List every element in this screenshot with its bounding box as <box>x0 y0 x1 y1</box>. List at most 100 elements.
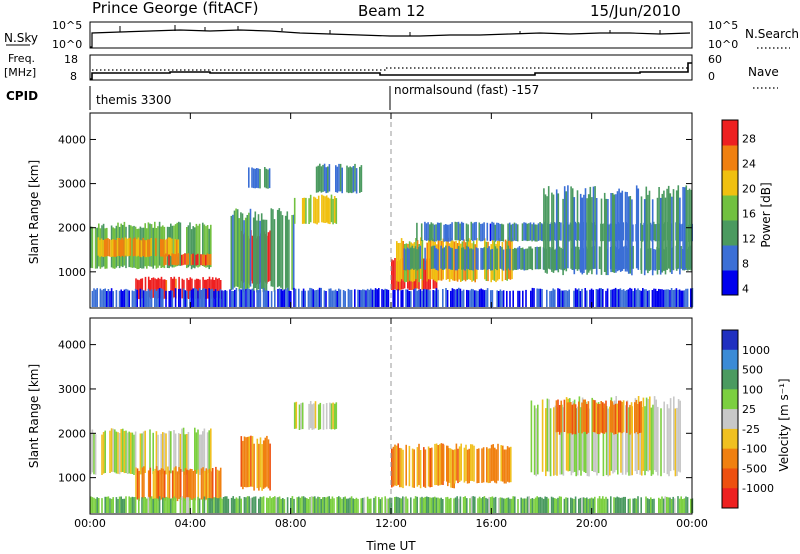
power-region <box>293 194 338 225</box>
velocity-cell <box>208 430 210 473</box>
velocity-cell <box>141 497 143 513</box>
velocity-cell <box>578 498 580 513</box>
power-cell <box>319 163 321 192</box>
velocity-region <box>293 401 338 430</box>
power-cell <box>111 239 114 257</box>
power-cell <box>616 191 619 272</box>
power-cell <box>110 240 112 257</box>
velocity-cell <box>447 448 450 483</box>
velocity-cell <box>93 497 95 513</box>
power-cell <box>397 289 399 307</box>
power-cell <box>616 289 618 307</box>
power-cell <box>349 166 351 193</box>
power-cell <box>230 290 233 307</box>
power-cell <box>400 290 402 307</box>
velocity-cell <box>302 496 305 513</box>
velocity-cell <box>520 497 522 513</box>
velocity-cell <box>445 497 447 513</box>
velocity-region <box>135 466 222 502</box>
velocity-cell <box>338 496 340 513</box>
power-cell <box>611 193 614 273</box>
power-cell <box>184 253 186 265</box>
power-y-tick-label: 3000 <box>58 178 86 191</box>
power-cell <box>154 289 156 307</box>
power-cell <box>489 223 492 242</box>
velocity-cell <box>339 497 342 513</box>
power-cell <box>448 246 450 269</box>
velocity-cell <box>136 468 139 500</box>
power-cell <box>550 290 553 307</box>
power-cell <box>485 289 487 307</box>
power-cell <box>509 248 511 271</box>
power-region <box>543 185 692 276</box>
velocity-cell <box>638 401 641 433</box>
power-cell <box>435 224 437 242</box>
power-cell <box>253 290 255 307</box>
power-cell <box>648 190 651 271</box>
velocity-cell <box>186 469 188 501</box>
power-cell <box>592 186 595 269</box>
velocity-cell <box>500 445 502 482</box>
velocity-cell <box>165 433 167 475</box>
power-cell <box>507 223 509 241</box>
power-cell <box>280 211 282 288</box>
power-cell <box>502 224 505 242</box>
power-cell <box>641 224 644 242</box>
velocity-cell <box>462 497 465 513</box>
power-cell <box>160 288 162 307</box>
velocity-cell <box>504 498 506 513</box>
velocity-y-tick-label: 3000 <box>58 383 86 396</box>
power-cell <box>358 289 361 307</box>
power-cell <box>579 193 582 273</box>
freq-label: Freq. <box>8 52 35 65</box>
velocity-cell <box>227 498 230 513</box>
velocity-cell <box>594 496 596 513</box>
power-cell <box>568 289 570 307</box>
power-cell <box>264 290 266 307</box>
velocity-cell <box>573 403 575 434</box>
velocity-cell <box>344 496 346 513</box>
power-cell <box>441 248 444 270</box>
velocity-cell <box>431 447 433 487</box>
velocity-cell <box>197 469 200 501</box>
power-cell <box>610 193 612 273</box>
velocity-cell <box>597 498 599 513</box>
velocity-cell <box>510 498 513 513</box>
power-region <box>163 253 212 266</box>
power-cell <box>102 289 105 307</box>
velocity-cell <box>613 404 615 435</box>
velocity-cell <box>91 497 94 513</box>
velocity-cell <box>94 498 97 513</box>
velocity-cell <box>200 468 203 500</box>
velocity-cell <box>392 446 395 487</box>
velocity-cell <box>400 448 403 488</box>
velocity-cell <box>683 498 686 513</box>
velocity-cell <box>605 400 607 433</box>
velocity-cell <box>478 496 481 513</box>
velocity-cell <box>669 398 672 472</box>
power-cell <box>460 221 463 241</box>
power-cell <box>574 288 577 307</box>
velocity-cell <box>416 496 418 513</box>
velocity-cell <box>493 497 495 513</box>
power-cell <box>574 246 577 270</box>
power-cell <box>250 289 252 307</box>
power-cell <box>174 288 177 307</box>
velocity-cell <box>296 497 298 513</box>
power-cell <box>205 254 207 266</box>
power-cell <box>333 196 336 223</box>
velocity-cell <box>473 445 475 482</box>
power-cell <box>523 249 526 271</box>
velocity-cell <box>160 433 162 475</box>
velocity-cell <box>677 399 680 472</box>
velocity-cell <box>679 400 681 473</box>
velocity-cell <box>96 497 98 513</box>
velocity-colorbar-tick: -100 <box>742 443 767 456</box>
velocity-cell <box>508 447 510 483</box>
power-cell <box>652 221 655 241</box>
velocity-cell <box>110 428 113 472</box>
power-cell <box>238 218 241 292</box>
velocity-cell <box>635 399 638 433</box>
power-cell <box>200 254 202 266</box>
velocity-cell <box>329 402 331 429</box>
